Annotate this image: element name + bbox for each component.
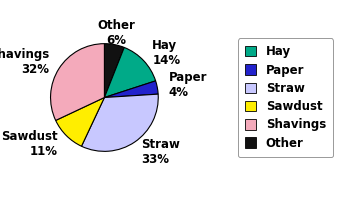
Text: Other
6%: Other 6%: [98, 19, 136, 47]
Text: Shavings
32%: Shavings 32%: [0, 48, 49, 76]
Wedge shape: [104, 44, 124, 98]
Wedge shape: [81, 94, 158, 151]
Text: Hay
14%: Hay 14%: [152, 39, 180, 66]
Wedge shape: [50, 44, 104, 120]
Text: Paper
4%: Paper 4%: [169, 71, 207, 99]
Wedge shape: [56, 98, 104, 146]
Legend: Hay, Paper, Straw, Sawdust, Shavings, Other: Hay, Paper, Straw, Sawdust, Shavings, Ot…: [238, 38, 333, 157]
Text: Sawdust
11%: Sawdust 11%: [1, 130, 58, 158]
Wedge shape: [104, 47, 156, 98]
Text: Straw
33%: Straw 33%: [141, 138, 180, 166]
Wedge shape: [104, 81, 158, 98]
